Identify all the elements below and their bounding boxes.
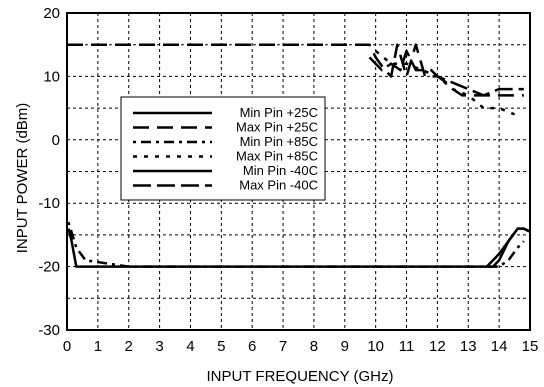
x-tick-label: 8	[310, 338, 318, 355]
series-line-2	[67, 43, 524, 97]
x-tick-label: 4	[186, 338, 194, 355]
series-line-6	[368, 49, 524, 97]
plot-frame	[66, 12, 531, 331]
y-tick-label: 20	[43, 5, 60, 22]
series-line-5	[485, 227, 531, 268]
x-tick-label: 14	[491, 338, 508, 355]
y-tick-label: -20	[38, 259, 60, 276]
y-tick-label: 10	[43, 68, 60, 85]
y-axis-title: INPUT POWER (dBm)	[14, 103, 31, 254]
x-tick-label: 1	[94, 338, 102, 355]
plot-lines	[67, 43, 531, 268]
legend-label: Min Pin +25C	[240, 105, 318, 120]
x-tick-label: 9	[341, 338, 349, 355]
y-tick-label: -10	[38, 195, 60, 212]
x-tick-label: 5	[217, 338, 225, 355]
legend-label: Min Pin -40C	[243, 163, 318, 178]
x-tick-label: 10	[367, 338, 384, 355]
legend-label: Max Pin +85C	[236, 149, 318, 164]
x-tick-label: 0	[63, 338, 71, 355]
series-line-4	[374, 50, 516, 116]
legend-label: Min Pin +85C	[240, 134, 318, 149]
y-tick-label: -30	[38, 322, 60, 339]
x-tick-label: 7	[279, 338, 287, 355]
x-axis-title: INPUT FREQUENCY (GHz)	[207, 368, 394, 385]
x-tick-label: 12	[429, 338, 446, 355]
legend-label: Max Pin -40C	[239, 178, 318, 193]
series-line-3	[67, 221, 525, 268]
x-tick-label: 6	[248, 338, 256, 355]
x-tick-label: 11	[399, 338, 415, 355]
x-tick-label: 3	[155, 338, 163, 355]
y-tick-label: 0	[52, 132, 60, 149]
series-line-1	[67, 227, 531, 268]
x-tick-label: 2	[125, 338, 133, 355]
x-tick-label: 13	[460, 338, 477, 355]
x-tick-label: 15	[522, 338, 539, 355]
legend-label: Max Pin +25C	[236, 120, 318, 135]
